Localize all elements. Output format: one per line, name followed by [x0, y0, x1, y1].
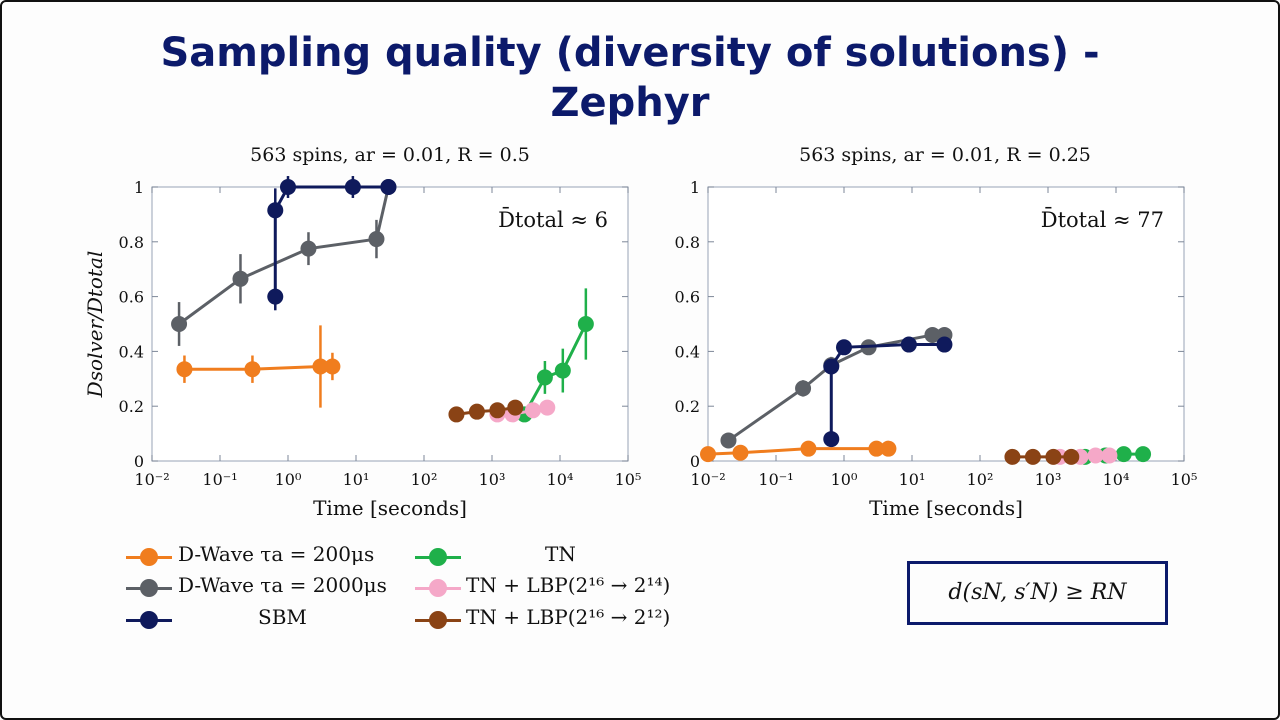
- data-point: [823, 358, 840, 375]
- data-point: [577, 316, 594, 332]
- formula-box: d(sN, s′N) ≥ RN: [907, 561, 1168, 625]
- data-point: [554, 362, 571, 379]
- x-tick-label: 10⁻¹: [758, 470, 793, 489]
- data-point: [468, 403, 485, 420]
- data-point: [280, 179, 296, 195]
- legend-label: TN + LBP(2¹⁶ → 2¹⁴): [466, 573, 671, 597]
- y-tick-label: 1: [134, 178, 144, 197]
- left-chart-title: 563 spins, ar = 0.01, R = 0.5: [250, 144, 530, 166]
- data-point: [795, 380, 812, 397]
- legend-label: SBM: [258, 605, 307, 629]
- y-tick-label: 0.8: [675, 233, 700, 252]
- data-point: [489, 402, 506, 419]
- y-tick-label: 0.4: [119, 342, 144, 361]
- data-point: [800, 440, 817, 457]
- x-tick-label: 10⁴: [1103, 470, 1130, 489]
- slide-title-line-2: Zephyr: [550, 80, 710, 126]
- data-point: [380, 179, 397, 195]
- legend-label: D-Wave τa = 200μs: [178, 542, 375, 566]
- data-point: [1024, 448, 1041, 465]
- data-point: [536, 369, 553, 386]
- data-point: [267, 288, 284, 305]
- data-point: [720, 432, 737, 449]
- data-point: [267, 202, 284, 219]
- data-point: [823, 431, 840, 448]
- y-tick-label: 1: [690, 178, 700, 197]
- series-line: [456, 406, 516, 416]
- data-point: [312, 358, 329, 375]
- data-point: [1045, 448, 1062, 465]
- x-tick-label: 10¹: [899, 470, 926, 489]
- y-tick-label: 0.2: [119, 397, 144, 416]
- x-tick-label: 10⁵: [615, 470, 642, 489]
- slide-title-line-1: Sampling quality (diversity of solutions…: [160, 30, 1100, 76]
- x-tick-label: 10⁻²: [134, 470, 169, 489]
- x-tick-label: 10²: [967, 470, 994, 489]
- x-axis-label: Time [seconds]: [869, 496, 1023, 520]
- data-point: [232, 270, 249, 287]
- y-tick-label: 0.2: [675, 397, 700, 416]
- x-tick-label: 10⁻²: [690, 470, 725, 489]
- y-tick-label: 0.8: [119, 233, 144, 252]
- data-point: [700, 446, 716, 463]
- data-point: [176, 361, 193, 378]
- data-point: [936, 336, 953, 353]
- data-point: [300, 240, 317, 257]
- x-tick-label: 10¹: [343, 470, 370, 489]
- data-point: [171, 316, 188, 332]
- data-point: [244, 361, 261, 378]
- total-annotation: D̄total ≈ 77: [1041, 207, 1164, 232]
- y-tick-label: 0.4: [675, 342, 700, 361]
- y-axis-label: Dsolver/Dtotal: [83, 251, 107, 399]
- data-point: [324, 358, 341, 375]
- data-point: [1115, 446, 1132, 463]
- data-point: [507, 399, 524, 416]
- x-tick-label: 10⁴: [547, 470, 574, 489]
- data-point: [1135, 446, 1152, 463]
- legend-label: TN + LBP(2¹⁶ → 2¹²): [466, 605, 671, 629]
- data-point: [868, 440, 885, 457]
- x-tick-label: 10⁰: [831, 470, 858, 489]
- legend-label: TN: [545, 542, 576, 566]
- data-point: [448, 406, 465, 423]
- right-chart-title: 563 spins, ar = 0.01, R = 0.25: [799, 144, 1091, 166]
- slide-title: Sampling quality (diversity of solutions…: [0, 28, 1260, 128]
- data-point: [732, 444, 749, 461]
- data-point: [539, 399, 556, 416]
- legend-marker: [140, 579, 158, 597]
- data-point: [344, 179, 361, 195]
- legend-marker: [140, 548, 158, 566]
- y-tick-label: 0.6: [119, 288, 144, 307]
- x-tick-label: 10⁰: [275, 470, 302, 489]
- data-point: [836, 339, 852, 356]
- y-tick-label: 0: [134, 452, 144, 471]
- data-point: [1087, 447, 1104, 464]
- data-point: [924, 326, 941, 343]
- y-tick-label: 0.6: [675, 288, 700, 307]
- x-tick-label: 10³: [479, 470, 506, 489]
- data-point: [1063, 448, 1080, 465]
- data-point: [1101, 447, 1118, 464]
- data-point: [900, 336, 917, 353]
- legend-marker: [429, 579, 447, 597]
- total-annotation: D̄total ≈ 6: [498, 207, 608, 232]
- plot-area-1: [707, 186, 1185, 462]
- x-tick-label: 10³: [1035, 470, 1062, 489]
- legend-marker: [429, 548, 447, 566]
- data-point: [368, 231, 385, 248]
- data-point: [1004, 448, 1021, 465]
- x-axis-label: Time [seconds]: [313, 496, 467, 520]
- x-tick-label: 10⁵: [1171, 470, 1198, 489]
- data-point: [524, 402, 541, 419]
- legend-marker: [429, 611, 447, 629]
- legend-marker: [140, 611, 158, 629]
- x-tick-label: 10⁻¹: [202, 470, 237, 489]
- legend-label: D-Wave τa = 2000μs: [178, 573, 387, 597]
- y-tick-label: 0: [690, 452, 700, 471]
- data-point: [880, 440, 897, 457]
- series-line: [523, 323, 588, 416]
- x-tick-label: 10²: [411, 470, 438, 489]
